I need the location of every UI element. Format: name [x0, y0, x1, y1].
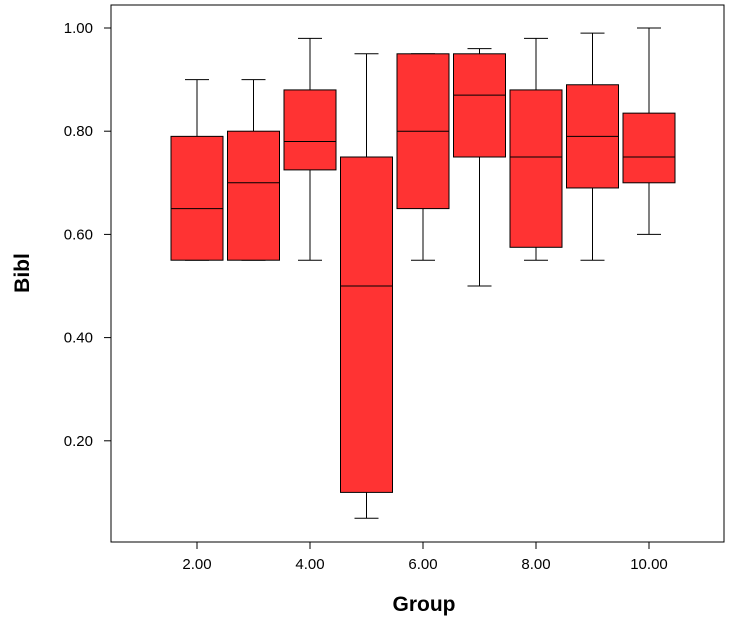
- y-tick-label: 0.20: [64, 433, 93, 450]
- box-iqr: [170, 135, 224, 261]
- box-group-3: [227, 79, 280, 261]
- x-axis-title: Group: [393, 593, 456, 616]
- box-group-10: [622, 27, 676, 235]
- box-iqr: [453, 53, 506, 158]
- x-tick-label: 4.00: [295, 556, 324, 573]
- x-axis-ticks: 2.00 4.00 6.00 8.00 10.00: [182, 542, 668, 573]
- box-series: [170, 27, 676, 519]
- x-tick-label: 10.00: [630, 556, 668, 573]
- y-tick-label: 0.60: [64, 226, 93, 243]
- box-iqr: [227, 130, 280, 261]
- y-axis-ticks: 0.20 0.40 0.60 0.80 1.00: [64, 20, 111, 450]
- box-iqr: [622, 112, 676, 184]
- x-tick-label: 6.00: [408, 556, 437, 573]
- box-group-9: [566, 32, 619, 261]
- box-group-8: [509, 37, 563, 261]
- y-tick-label: 0.40: [64, 330, 93, 347]
- box-group-7: [453, 48, 506, 287]
- x-tick-label: 8.00: [521, 556, 550, 573]
- x-tick-label: 2.00: [182, 556, 211, 573]
- box-iqr: [509, 89, 563, 248]
- box-group-5: [340, 53, 393, 519]
- box-group-4: [283, 37, 337, 261]
- box-iqr: [283, 89, 337, 171]
- box-iqr: [340, 156, 393, 493]
- y-axis-title: Bibl: [11, 253, 34, 293]
- y-tick-label: 0.80: [64, 123, 93, 140]
- box-group-6: [396, 53, 450, 261]
- box-group-2: [170, 79, 224, 261]
- y-tick-label: 1.00: [64, 20, 93, 37]
